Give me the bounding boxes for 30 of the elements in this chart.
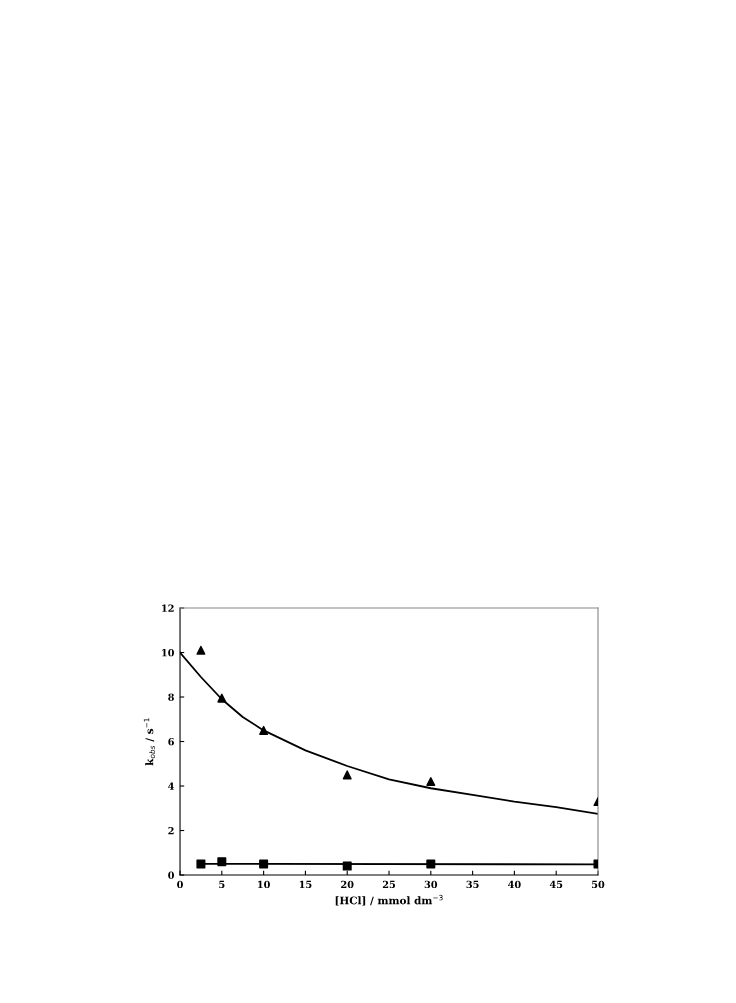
x-tick-label: 35 [466,880,479,889]
x-tick-label: 15 [299,880,312,889]
x-tick-label: 30 [424,880,438,889]
point [217,693,227,703]
y-tick-label: 8 [168,693,174,701]
point [259,859,269,869]
x-tick-label: 0 [177,880,183,889]
x-tick-label: 45 [549,880,563,889]
y-tick-label: 4 [168,782,175,790]
y-tick-label: 6 [168,738,174,746]
point [426,777,436,787]
y-tick-label: 12 [162,604,174,612]
x-tick-label: 10 [258,880,270,889]
x-tick-label: 25 [382,880,396,889]
point [342,770,352,780]
x-tick-label: 40 [508,880,521,889]
x-tick-label: 20 [341,880,354,889]
y-tick-label: 2 [168,827,174,835]
y-tick-label: 10 [162,649,175,657]
y-axis-title: k$_{obs}$ / s$^{−1}$ [143,718,155,766]
y-tick-label: 0 [168,871,175,879]
point [259,725,269,735]
point [426,859,436,869]
x-tick-label: 50 [592,880,605,889]
point [342,861,352,871]
x-axis-title: [HCl] / mmol dm$^{−3}$ [335,894,443,906]
point [196,645,206,655]
point [196,859,206,869]
point [217,857,227,867]
x-tick-label: 5 [219,880,225,889]
